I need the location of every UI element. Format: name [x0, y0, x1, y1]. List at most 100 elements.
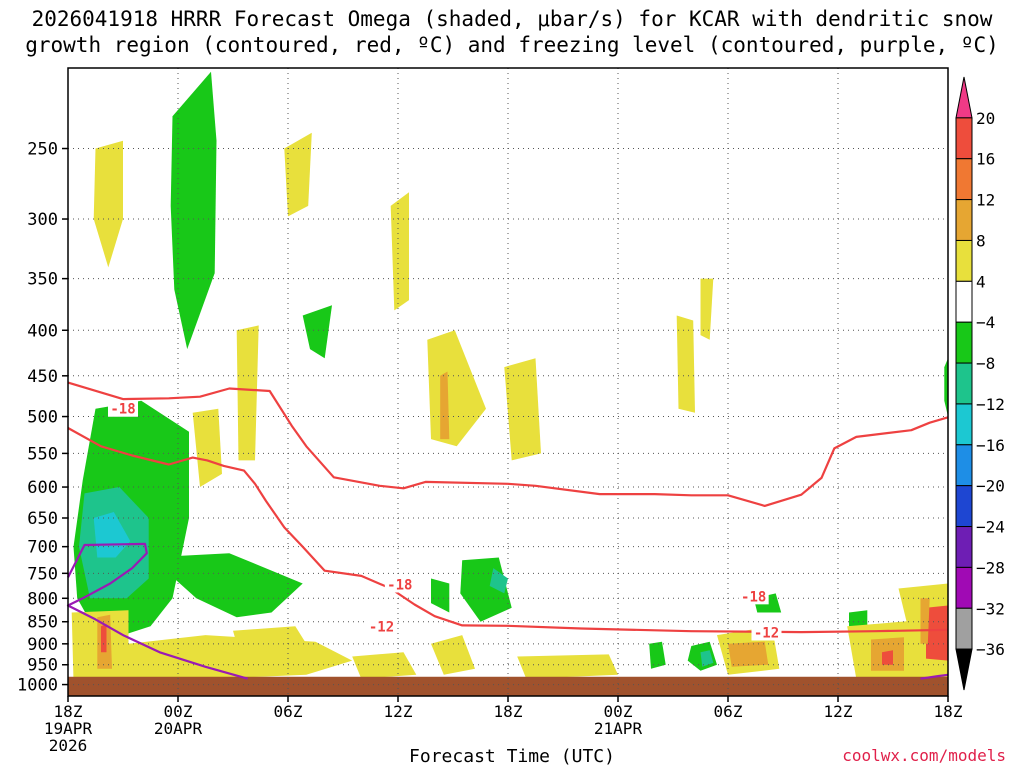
colorbar-segment: [955, 362, 973, 405]
colorbar-label: −36: [976, 640, 1005, 659]
colorbar-label: −32: [976, 599, 1005, 618]
colorbar-segment: [955, 444, 973, 487]
omega-region: [728, 641, 769, 667]
colorbar-segment: [955, 239, 973, 282]
omega-region: [101, 624, 107, 653]
omega-region: [504, 358, 541, 461]
y-tick-label: 950: [27, 656, 58, 676]
colorbar-arrow-bottom: [955, 648, 973, 691]
y-tick-label: 1000: [17, 676, 58, 696]
colorbar-label: 12: [976, 191, 995, 210]
y-tick-label: 450: [27, 367, 58, 387]
x-tick-label: 06Z: [714, 702, 743, 721]
omega-region: [700, 650, 714, 667]
colorbar-arrow-top: [955, 76, 973, 119]
omega-region: [920, 598, 930, 644]
colorbar-label: −8: [976, 354, 995, 373]
colorbar-label: 8: [976, 231, 986, 250]
omega-region: [390, 192, 409, 311]
colorbar-label: 16: [976, 150, 995, 169]
x-tick-label: 12Z: [824, 702, 853, 721]
contour-label-bg: [751, 624, 782, 641]
contour-line-freezing-right: [920, 673, 949, 680]
x-tick-label: 20APR: [154, 719, 203, 738]
omega-region: [93, 512, 131, 558]
omega-region: [148, 553, 303, 618]
x-axis-label: Forecast Time (UTC): [409, 746, 615, 767]
omega-region: [926, 605, 948, 661]
omega-region: [517, 654, 618, 679]
omega-region: [489, 568, 508, 594]
omega-region: [93, 140, 123, 268]
y-tick-label: 750: [27, 564, 58, 584]
omega-region: [431, 578, 450, 613]
colorbar-label: 20: [976, 109, 995, 128]
colorbar-label: −28: [976, 558, 1005, 577]
y-tick-label: 900: [27, 635, 58, 655]
contour-label: -18: [741, 589, 766, 605]
x-tick-label: 18Z: [494, 702, 523, 721]
colorbar-segment: [955, 485, 973, 528]
colorbar-segment: [955, 321, 973, 364]
contour-label-bg: [738, 588, 769, 605]
contour-label: -12: [369, 619, 394, 635]
omega-region: [676, 315, 695, 413]
contour-line--18: [67, 381, 949, 507]
contour-label-bg: [366, 618, 397, 635]
colorbar-segment: [955, 280, 973, 323]
omega-region: [882, 650, 893, 665]
terrain-fill: [68, 676, 948, 696]
contour-label: -18: [110, 402, 135, 418]
y-tick-label: 500: [27, 408, 58, 428]
omega-region: [236, 325, 259, 461]
y-tick-label: 850: [27, 613, 58, 633]
x-tick-label: 06Z: [274, 702, 303, 721]
omega-region: [302, 305, 332, 359]
colorbar-segment: [955, 566, 973, 609]
credit-text: coolwx.com/models: [842, 746, 1006, 765]
colorbar-label: −24: [976, 518, 1005, 537]
colorbar-label: −20: [976, 477, 1005, 496]
omega-region: [192, 408, 222, 487]
x-tick-label: 00Z: [164, 702, 193, 721]
y-tick-label: 250: [27, 140, 58, 160]
y-tick-label: 350: [27, 270, 58, 290]
omega-region: [440, 371, 450, 440]
y-tick-label: 650: [27, 509, 58, 529]
grid-lines: [67, 68, 949, 696]
x-tick-label: 12Z: [384, 702, 413, 721]
chart-title: 2026041918 HRRR Forecast Omega (shaded, …: [0, 6, 1024, 58]
contour-line--12: [67, 427, 949, 634]
colorbar-segment: [955, 117, 973, 160]
contour-line-freezing: [66, 542, 248, 680]
colorbar-label: −4: [976, 313, 995, 332]
colorbar-segment: [955, 403, 973, 446]
colorbar-segment: [955, 526, 973, 568]
x-tick-label: 18Z: [54, 702, 83, 721]
y-tick-label: 700: [27, 538, 58, 558]
y-tick-label: 300: [27, 210, 58, 230]
colorbar-label: −16: [976, 436, 1005, 455]
y-tick-label: 800: [27, 589, 58, 609]
x-tick-label: 2026: [49, 736, 88, 755]
chart-title-line2: growth region (contoured, red, ºC) and f…: [25, 33, 999, 57]
y-tick-label: 400: [27, 321, 58, 341]
x-tick-label: 19APR: [44, 719, 93, 738]
x-tick-label: 00Z: [604, 702, 633, 721]
omega-region: [431, 635, 475, 675]
x-tick-label: 21APR: [594, 719, 643, 738]
contour-label-bg: [108, 400, 138, 417]
colorbar-segment: [955, 199, 973, 241]
y-tick-label: 550: [27, 444, 58, 464]
contour-label: -12: [754, 625, 779, 641]
contour-label-bg: [384, 576, 415, 593]
x-tick-label: 18Z: [934, 702, 963, 721]
omega-region: [700, 278, 714, 340]
omega-region: [944, 358, 948, 417]
omega-region: [649, 641, 666, 669]
y-tick-label: 600: [27, 478, 58, 498]
colorbar-label: −12: [976, 395, 1005, 414]
omega-region: [284, 132, 312, 217]
omega-region: [352, 652, 417, 679]
colorbar-label: 4: [976, 272, 986, 291]
